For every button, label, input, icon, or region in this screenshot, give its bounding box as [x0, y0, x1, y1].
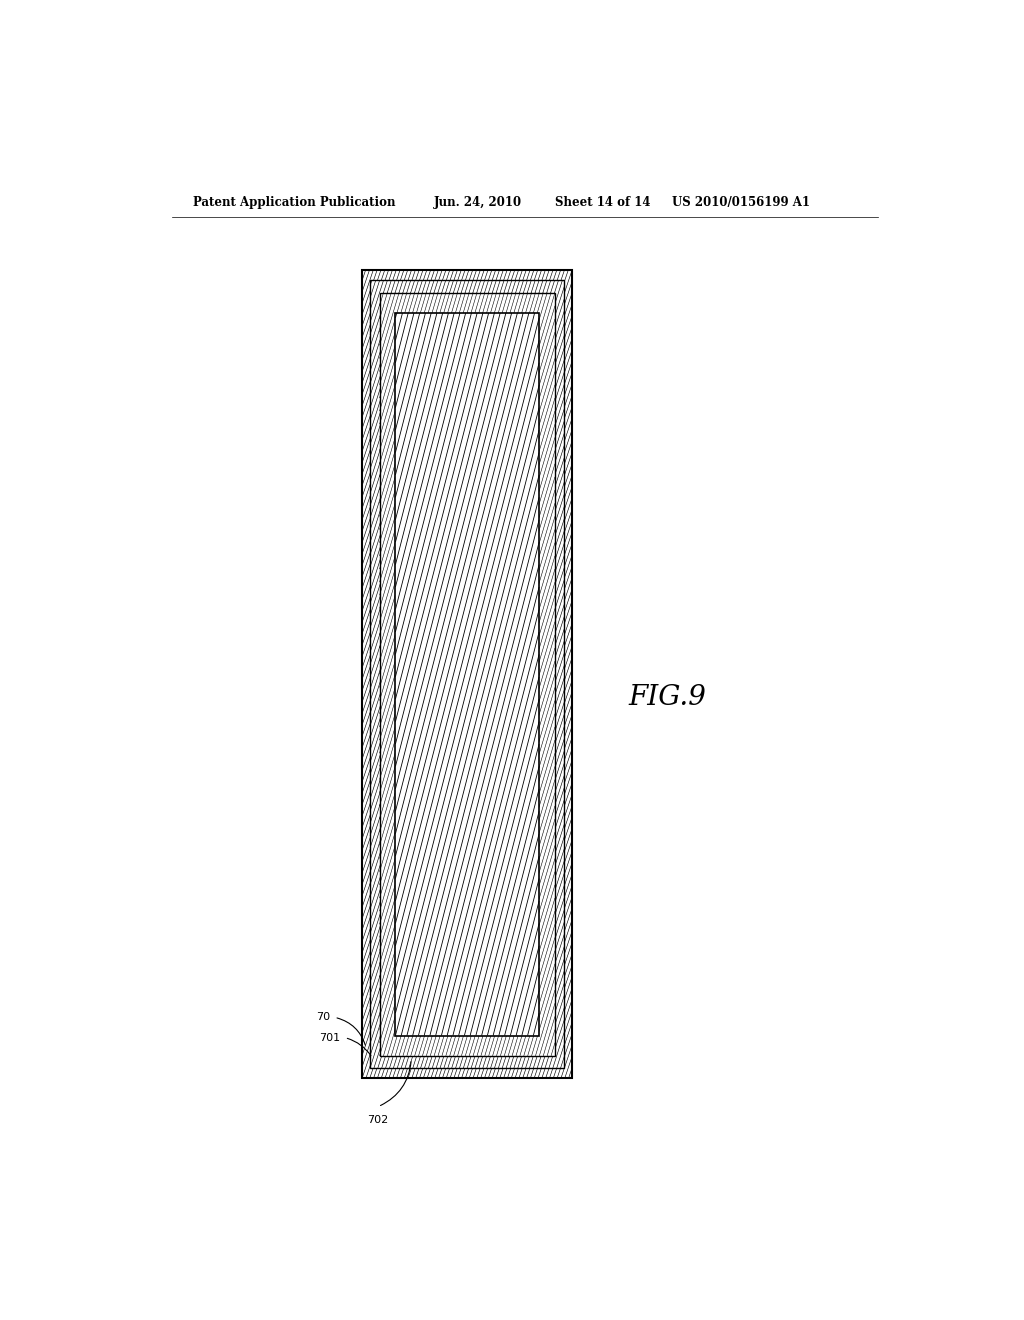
Text: Jun. 24, 2010: Jun. 24, 2010: [433, 195, 521, 209]
Bar: [380, 293, 555, 1056]
Bar: [395, 313, 539, 1036]
Bar: [362, 271, 572, 1078]
Text: 701: 701: [319, 1032, 341, 1043]
Bar: [370, 280, 564, 1068]
Bar: [362, 271, 572, 1078]
Text: 70: 70: [316, 1012, 331, 1022]
Text: Patent Application Publication: Patent Application Publication: [194, 195, 395, 209]
Bar: [395, 313, 539, 1036]
Text: Sheet 14 of 14: Sheet 14 of 14: [555, 195, 650, 209]
Text: FIG.9: FIG.9: [629, 684, 707, 710]
Text: 702: 702: [368, 1115, 389, 1125]
Bar: [380, 293, 555, 1056]
Bar: [370, 280, 564, 1068]
Text: US 2010/0156199 A1: US 2010/0156199 A1: [672, 195, 810, 209]
